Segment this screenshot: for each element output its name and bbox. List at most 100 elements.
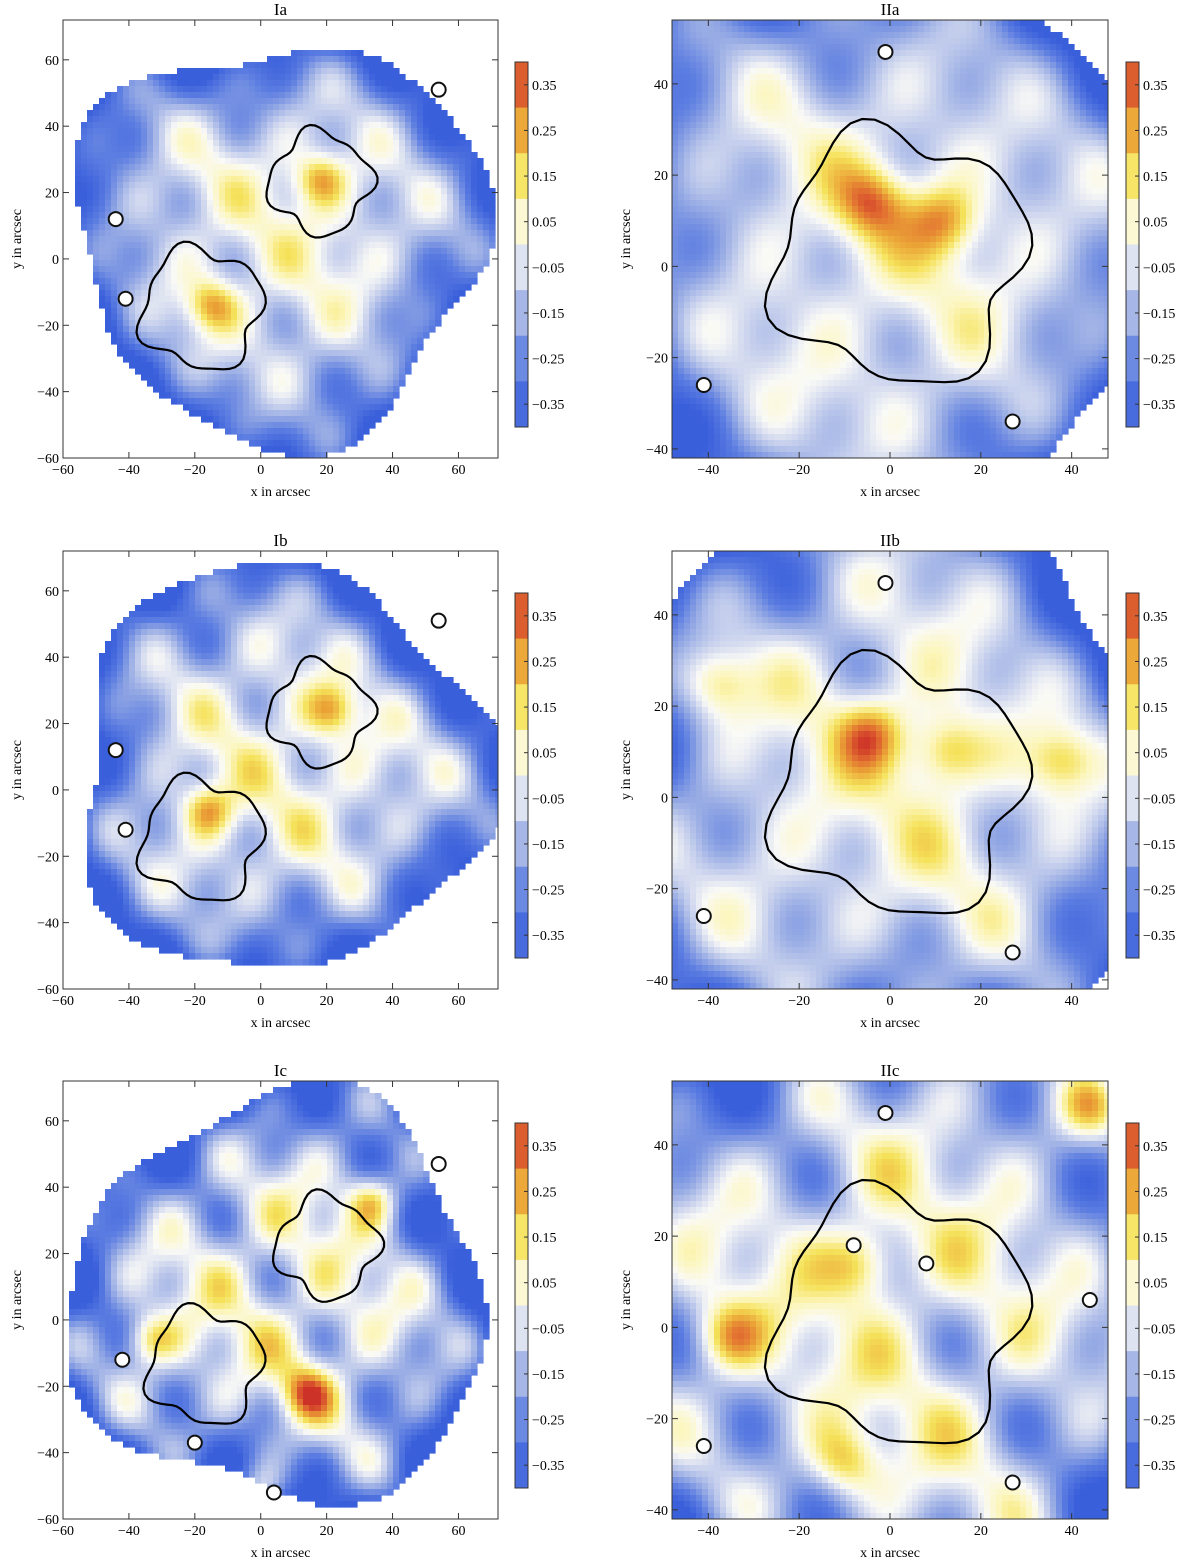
y-tick-label: 60 bbox=[45, 585, 59, 600]
colorbar-band bbox=[515, 244, 528, 291]
y-tick-label: 20 bbox=[45, 718, 59, 733]
colorbar-label: −0.05 bbox=[1143, 1322, 1175, 1337]
colorbar-label: −0.15 bbox=[532, 838, 564, 853]
x-tick-label: 40 bbox=[1065, 463, 1079, 478]
x-tick-label: −60 bbox=[52, 1524, 74, 1539]
colorbar-label: −0.15 bbox=[1143, 307, 1175, 322]
panel-title: Ic bbox=[274, 1061, 288, 1080]
colorbar-label: 0.15 bbox=[1143, 701, 1168, 716]
y-tick-label: 40 bbox=[654, 1139, 668, 1154]
field-Ic bbox=[69, 1081, 490, 1508]
y-tick-label: 60 bbox=[45, 54, 59, 69]
x-tick-label: −20 bbox=[184, 994, 206, 1009]
critical-curve bbox=[135, 771, 267, 902]
y-tick-label: −20 bbox=[37, 1380, 59, 1395]
colorbar-band bbox=[515, 381, 528, 428]
hole-marker bbox=[107, 742, 124, 759]
colorbar-band bbox=[1126, 866, 1139, 913]
colorbar-label: −0.35 bbox=[1143, 398, 1175, 413]
plot-frame bbox=[62, 1080, 499, 1520]
colorbar-band bbox=[1126, 1168, 1139, 1215]
x-axis-label: x in arcsec bbox=[860, 485, 920, 500]
colorbar-band bbox=[515, 153, 528, 200]
colorbar-band bbox=[1126, 381, 1139, 428]
y-axis-label: y in arcsec bbox=[619, 1270, 634, 1330]
colorbar-band bbox=[1126, 593, 1139, 640]
y-tick-label: −40 bbox=[37, 386, 59, 401]
hole-marker bbox=[1004, 944, 1021, 961]
y-tick-label: 40 bbox=[45, 120, 59, 135]
y-tick-label: −40 bbox=[37, 917, 59, 932]
hole-marker bbox=[1004, 1474, 1021, 1491]
y-axis-label: y in arcsec bbox=[10, 209, 25, 269]
x-tick-label: 40 bbox=[1065, 1524, 1079, 1539]
colorbar-frame bbox=[514, 61, 529, 428]
hole-marker bbox=[186, 1434, 203, 1451]
colorbar-label: −0.05 bbox=[532, 1322, 564, 1337]
colorbar-band bbox=[1126, 1351, 1139, 1398]
colorbar-band bbox=[515, 1259, 528, 1306]
panel-IIb: IIb −40 −20 0 20 40 −40 −20 0 20 40 x in arcsec y in… bbox=[619, 531, 1175, 1031]
colorbar-label: −0.35 bbox=[532, 1459, 564, 1474]
x-tick-label: −20 bbox=[788, 463, 810, 478]
x-tick-label: −40 bbox=[118, 463, 140, 478]
x-tick-label: 20 bbox=[974, 1524, 988, 1539]
colorbar-band bbox=[1126, 107, 1139, 154]
y-tick-label: 60 bbox=[45, 1115, 59, 1130]
colorbar-band bbox=[515, 1214, 528, 1261]
colorbar-label: 0.25 bbox=[1143, 655, 1168, 670]
hole-marker bbox=[918, 1255, 935, 1272]
x-tick-label: 20 bbox=[320, 463, 334, 478]
colorbar-label: −0.35 bbox=[532, 398, 564, 413]
y-tick-label: 0 bbox=[52, 784, 59, 799]
critical-curve bbox=[265, 123, 379, 239]
colorbar-band bbox=[1126, 775, 1139, 822]
colorbar-label: 0.05 bbox=[1143, 1277, 1168, 1292]
hole-marker bbox=[265, 1484, 282, 1501]
hole-marker bbox=[107, 211, 124, 228]
x-tick-label: −40 bbox=[697, 463, 719, 478]
colorbar-label: 0.35 bbox=[532, 610, 557, 625]
x-tick-label: −40 bbox=[697, 994, 719, 1009]
colorbar-band bbox=[1126, 912, 1139, 959]
colorbar-band bbox=[515, 1396, 528, 1443]
colorbar-label: −0.25 bbox=[532, 1414, 564, 1429]
colorbar-label: 0.25 bbox=[532, 124, 557, 139]
colorbar-band bbox=[1126, 198, 1139, 245]
hole-marker bbox=[695, 377, 712, 393]
colorbar-label: 0.15 bbox=[532, 170, 557, 185]
x-tick-label: 0 bbox=[257, 463, 264, 478]
hole-marker bbox=[877, 574, 894, 591]
x-tick-label: 0 bbox=[887, 463, 894, 478]
colorbar-label: −0.15 bbox=[532, 307, 564, 322]
hole-marker bbox=[845, 1237, 862, 1254]
colorbar-label: 0.15 bbox=[532, 701, 557, 716]
y-tick-label: −40 bbox=[646, 974, 668, 989]
colorbar-band bbox=[1126, 684, 1139, 731]
x-tick-label: 0 bbox=[887, 1524, 894, 1539]
colorbar-label: −0.15 bbox=[532, 1368, 564, 1383]
colorbar-band bbox=[515, 1351, 528, 1398]
y-tick-label: 0 bbox=[52, 1314, 59, 1329]
colorbar-frame bbox=[1125, 1122, 1140, 1489]
colorbar: 0.35 0.25 0.15 0.05 −0.05 −0.15 −0.25 −0.35 bbox=[514, 592, 564, 959]
x-tick-label: 20 bbox=[320, 994, 334, 1009]
colorbar: 0.35 0.25 0.15 0.05 −0.05 −0.15 −0.25 −0.35 bbox=[514, 1122, 564, 1489]
colorbar-label: 0.35 bbox=[532, 1140, 557, 1155]
colorbar-label: −0.35 bbox=[532, 929, 564, 944]
colorbar-band bbox=[515, 684, 528, 731]
y-tick-label: 40 bbox=[45, 651, 59, 666]
colorbar-band bbox=[1126, 1123, 1139, 1170]
colorbar-band bbox=[1126, 244, 1139, 291]
x-tick-label: −40 bbox=[118, 1524, 140, 1539]
x-tick-label: 60 bbox=[451, 1524, 465, 1539]
colorbar-label: 0.35 bbox=[1143, 610, 1168, 625]
panel-IIa: IIa −40 −20 0 20 40 −40 −20 0 20 40 x in arcsec y in… bbox=[619, 0, 1175, 500]
critical-curve bbox=[265, 654, 379, 770]
colorbar-band bbox=[515, 290, 528, 337]
colorbar-band bbox=[1126, 290, 1139, 337]
colorbar-label: −0.35 bbox=[1143, 929, 1175, 944]
critical-curve bbox=[142, 1301, 267, 1425]
field-IIb bbox=[672, 551, 1108, 989]
